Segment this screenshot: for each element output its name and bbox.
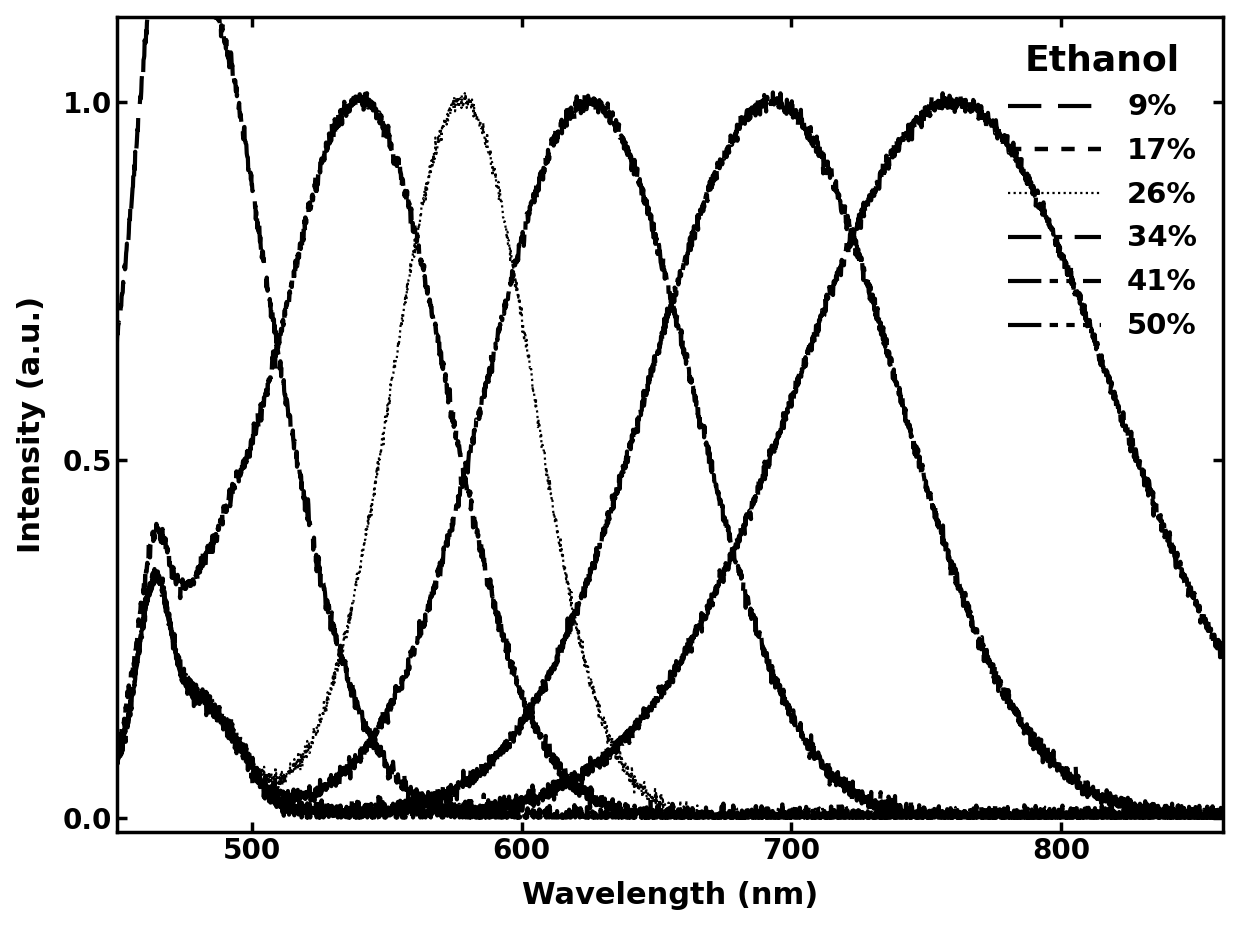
26% bbox=[306, 733, 321, 744]
41% bbox=[109, 757, 124, 768]
34% bbox=[1221, 810, 1236, 821]
41% bbox=[594, 538, 609, 549]
50% bbox=[109, 761, 124, 772]
50% bbox=[594, 763, 609, 774]
34% bbox=[238, 740, 253, 751]
26% bbox=[1221, 812, 1236, 823]
26% bbox=[544, 496, 559, 507]
41% bbox=[299, 812, 314, 823]
26% bbox=[1099, 812, 1114, 823]
17% bbox=[306, 189, 321, 200]
50% bbox=[1099, 375, 1114, 386]
41% bbox=[544, 667, 559, 678]
9% bbox=[239, 139, 254, 150]
50% bbox=[935, 88, 950, 99]
17% bbox=[1221, 810, 1236, 821]
9% bbox=[1221, 810, 1236, 821]
9% bbox=[1099, 808, 1114, 819]
34% bbox=[578, 86, 593, 97]
41% bbox=[306, 806, 321, 817]
9% bbox=[306, 538, 321, 549]
Legend: 9%, 17%, 26%, 34%, 41%, 50%: 9%, 17%, 26%, 34%, 41%, 50% bbox=[996, 30, 1210, 353]
50% bbox=[306, 806, 321, 818]
9% bbox=[594, 812, 609, 823]
9% bbox=[544, 812, 559, 823]
34% bbox=[109, 756, 124, 768]
41% bbox=[1099, 784, 1114, 795]
17% bbox=[621, 812, 636, 823]
17% bbox=[109, 740, 124, 751]
26% bbox=[238, 749, 253, 760]
Line: 9%: 9% bbox=[117, 0, 1240, 818]
50% bbox=[290, 812, 305, 823]
26% bbox=[458, 87, 472, 98]
Line: 17%: 17% bbox=[117, 94, 1240, 818]
X-axis label: Wavelength (nm): Wavelength (nm) bbox=[522, 882, 818, 910]
50% bbox=[544, 786, 559, 797]
41% bbox=[238, 747, 253, 758]
34% bbox=[1099, 808, 1114, 819]
41% bbox=[1221, 812, 1236, 823]
Line: 41%: 41% bbox=[117, 93, 1240, 818]
Y-axis label: Intensity (a.u.): Intensity (a.u.) bbox=[16, 296, 46, 552]
34% bbox=[306, 787, 321, 798]
Line: 26%: 26% bbox=[117, 93, 1240, 818]
50% bbox=[238, 757, 253, 768]
34% bbox=[594, 104, 609, 115]
26% bbox=[109, 756, 124, 767]
17% bbox=[594, 791, 609, 802]
17% bbox=[544, 756, 559, 767]
Line: 34%: 34% bbox=[117, 92, 1240, 818]
17% bbox=[360, 88, 374, 99]
9% bbox=[448, 812, 463, 823]
Line: 50%: 50% bbox=[117, 94, 1240, 818]
34% bbox=[544, 133, 559, 145]
34% bbox=[901, 812, 916, 823]
41% bbox=[765, 87, 780, 98]
26% bbox=[668, 812, 683, 823]
26% bbox=[594, 714, 609, 725]
17% bbox=[238, 454, 253, 465]
50% bbox=[1221, 654, 1236, 665]
17% bbox=[1099, 812, 1114, 823]
9% bbox=[109, 344, 124, 355]
